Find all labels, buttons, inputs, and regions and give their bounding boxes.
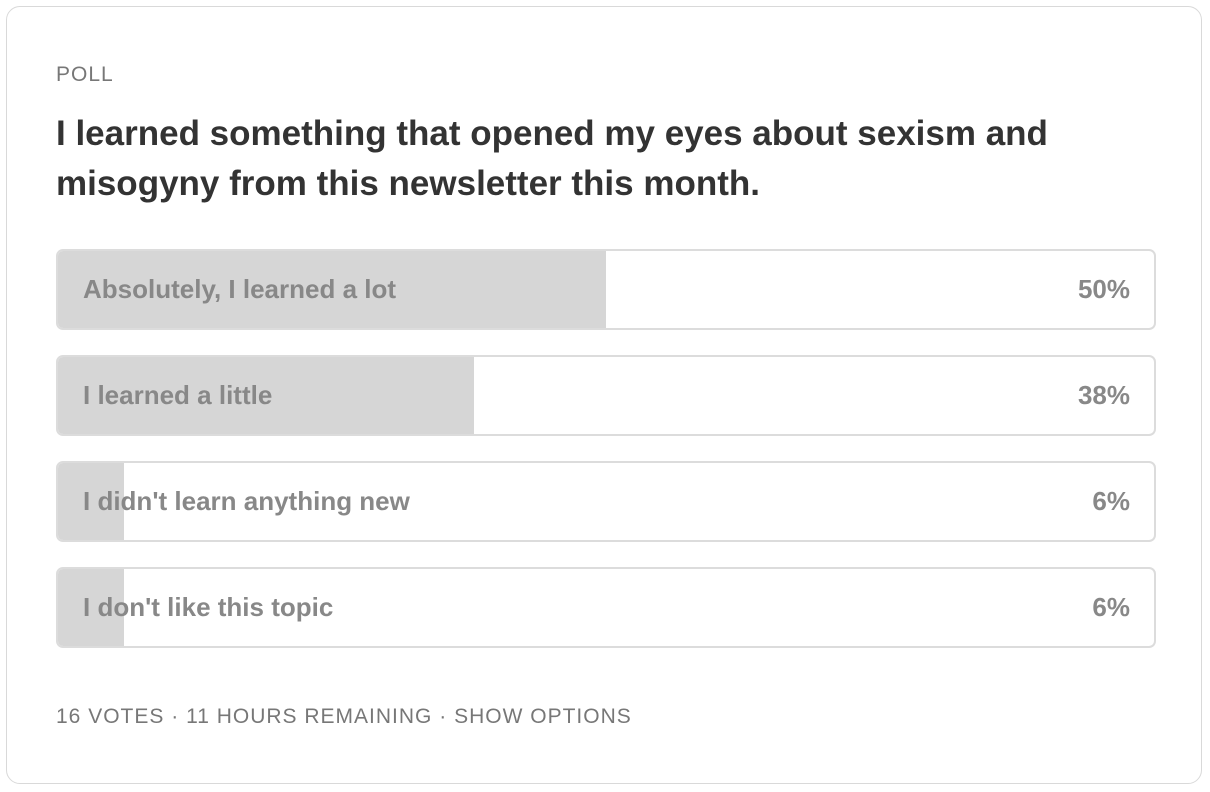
poll-option[interactable]: I didn't learn anything new 6% xyxy=(56,461,1156,542)
result-bar xyxy=(58,569,124,646)
poll-option[interactable]: Absolutely, I learned a lot 50% xyxy=(56,249,1156,330)
show-options[interactable]: SHOW OPTIONS xyxy=(454,705,632,728)
option-percent: 6% xyxy=(1092,592,1130,622)
result-bar xyxy=(58,251,606,328)
time-remaining: 11 HOURS REMAINING xyxy=(186,705,433,728)
result-bar xyxy=(58,357,475,434)
option-label: I didn't learn anything new xyxy=(83,486,410,516)
option-label: Absolutely, I learned a lot xyxy=(83,274,397,304)
separator: · xyxy=(439,705,448,728)
poll-option[interactable]: I don't like this topic 6% xyxy=(56,567,1156,648)
option-percent: 6% xyxy=(1092,486,1130,516)
separator: · xyxy=(171,705,180,728)
poll-question: I learned something that opened my eyes … xyxy=(56,114,1048,203)
result-bar xyxy=(58,463,124,540)
poll-options: Absolutely, I learned a lot 50% I learned … xyxy=(56,249,1156,673)
poll-kicker: POLL xyxy=(56,63,114,86)
option-label: I don't like this topic xyxy=(83,592,334,622)
option-percent: 50% xyxy=(1077,274,1130,304)
option-percent: 38% xyxy=(1077,380,1130,410)
poll-card: POLL I learned something that opened my … xyxy=(6,6,1202,784)
option-label: I learned a little xyxy=(83,380,273,410)
vote-count: 16 VOTES xyxy=(56,705,165,728)
poll-option[interactable]: I learned a little 38% xyxy=(56,355,1156,436)
poll-footer: 16 VOTES · 11 HOURS REMAINING · SHOW OPT… xyxy=(56,705,632,729)
